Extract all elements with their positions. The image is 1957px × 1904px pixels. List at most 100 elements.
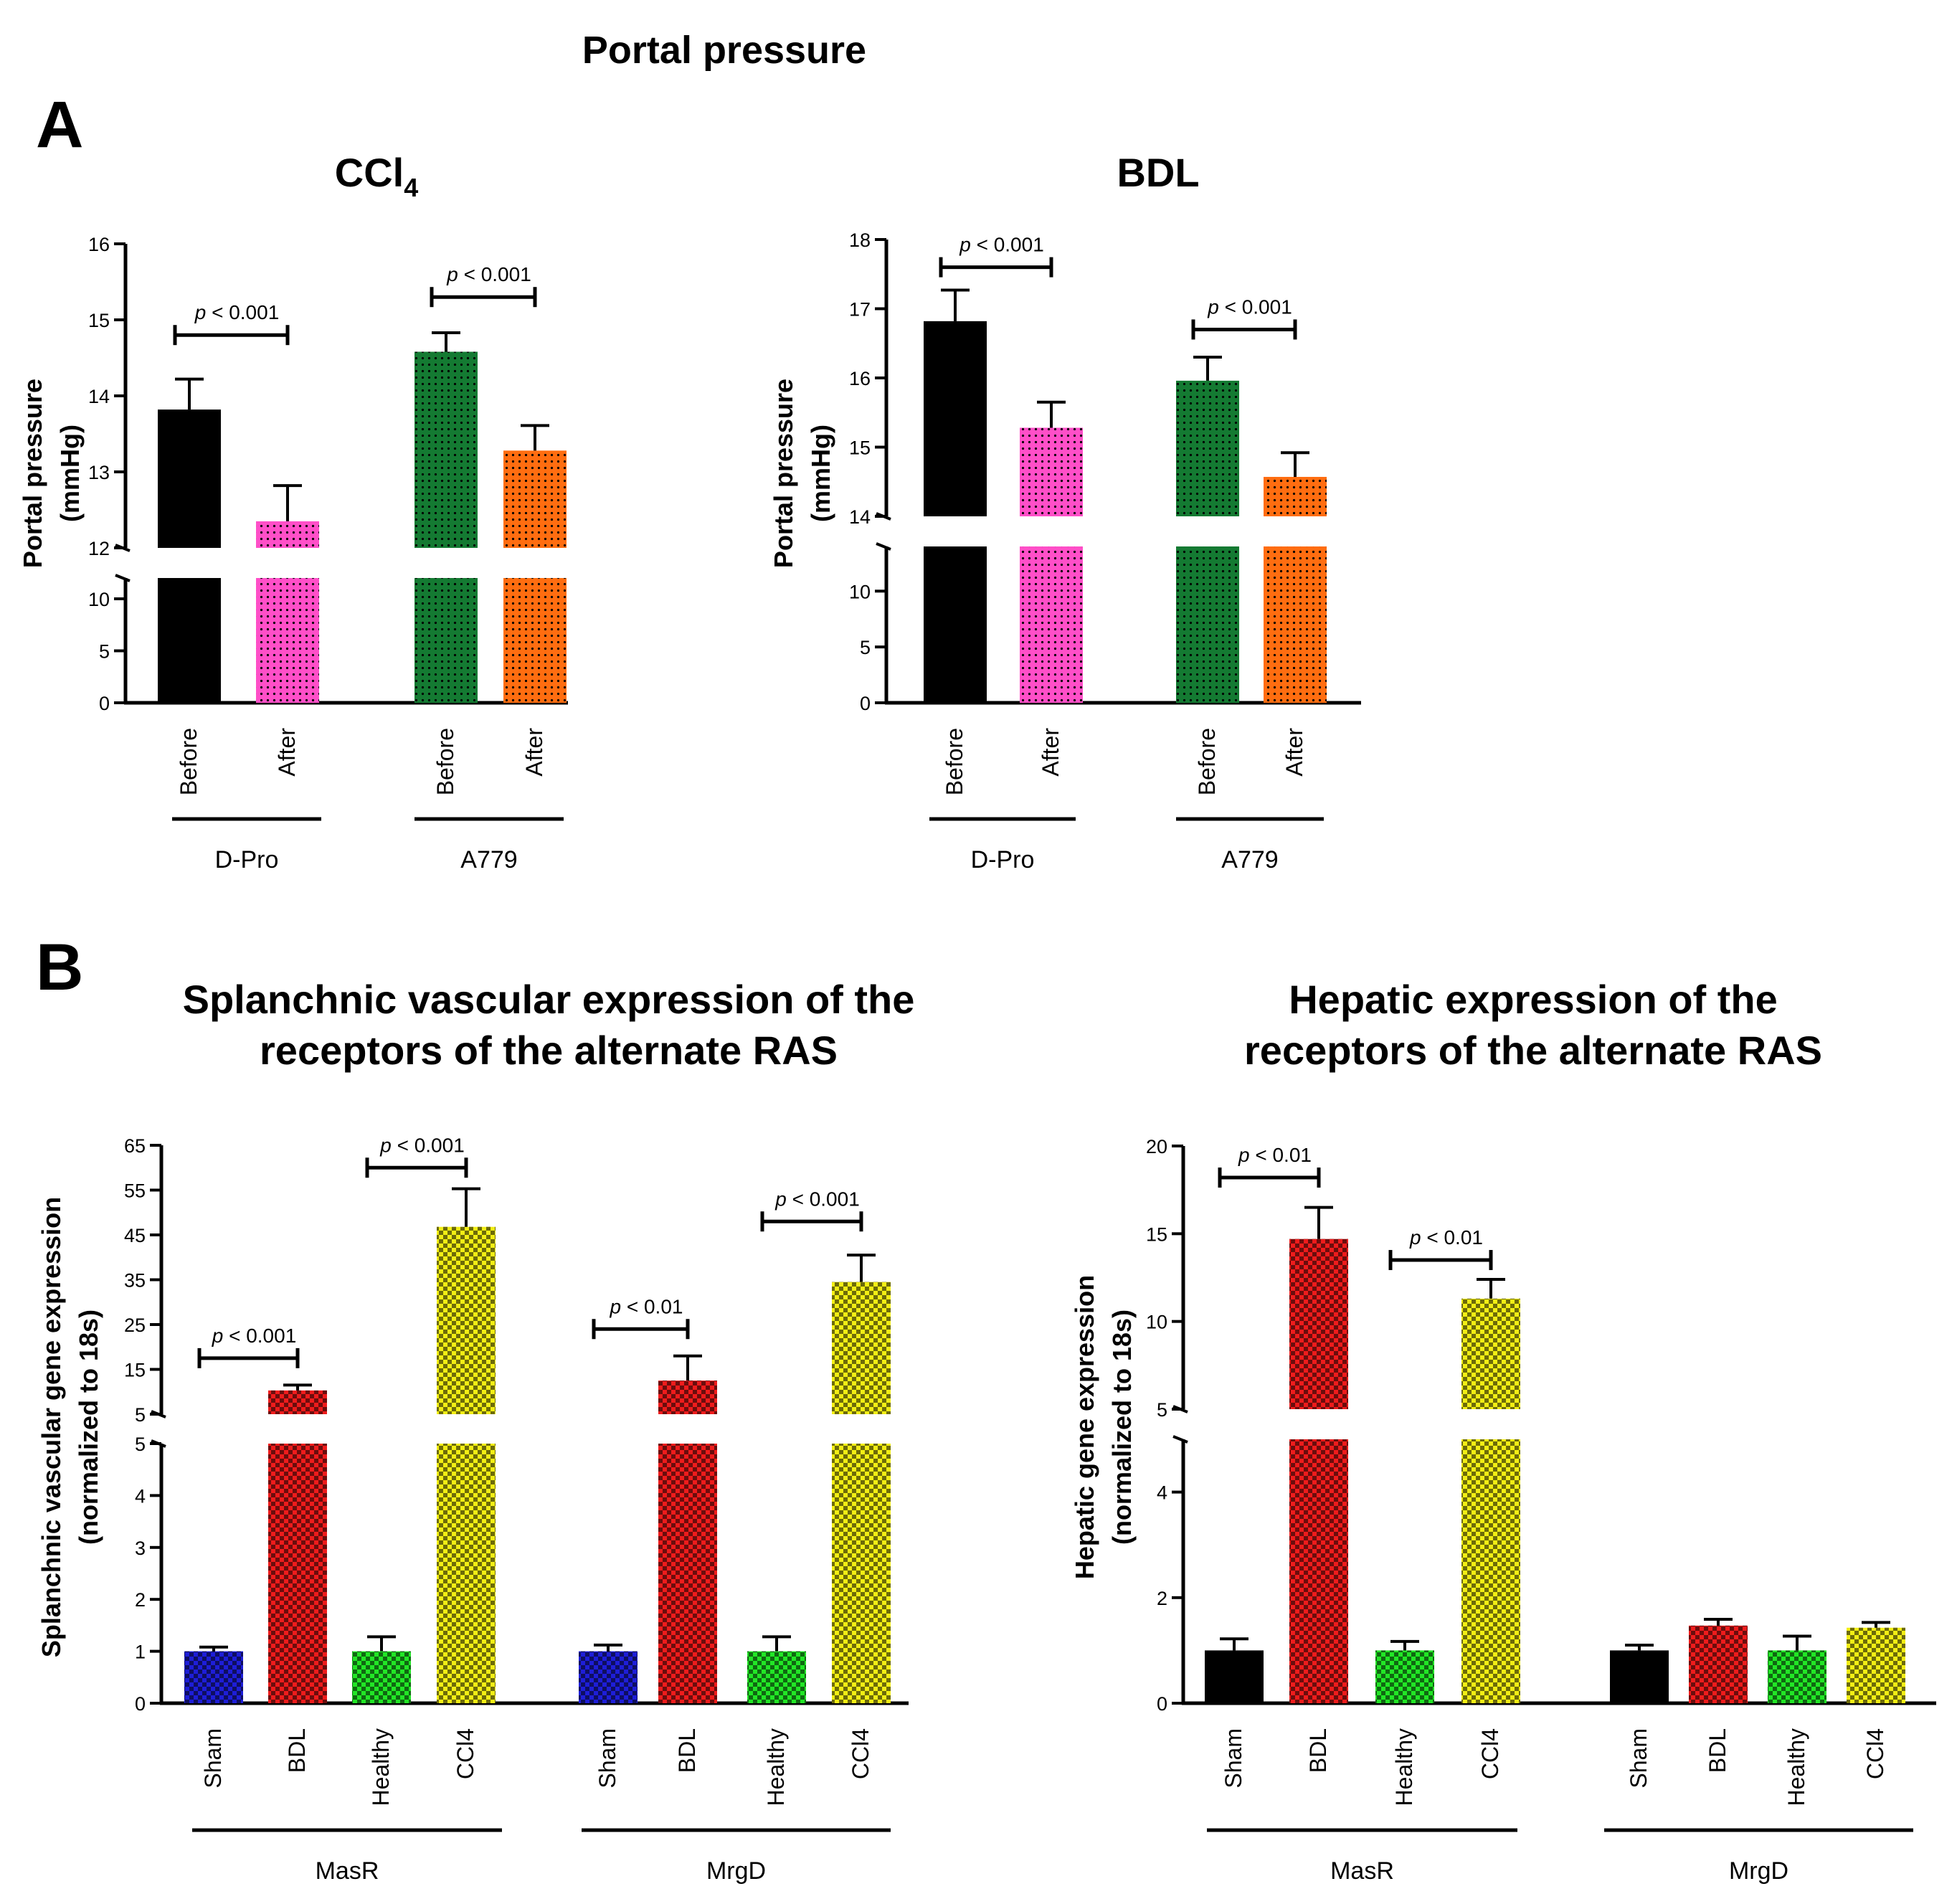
bar-lower-segment: [924, 546, 987, 703]
bar-upper-texture: [658, 1380, 717, 1414]
chart-title-ccl4-subscript: 4: [404, 173, 418, 202]
bar-after-1: [256, 484, 319, 703]
x-tick-label: After: [274, 728, 300, 777]
bar-lower-texture: [747, 1651, 806, 1703]
axis-break-mark: [1172, 1435, 1188, 1444]
bar-healthy-6: [747, 1635, 806, 1703]
significance-p-symbol: p: [379, 1134, 392, 1156]
bar-lower-texture: [437, 1444, 496, 1703]
y-tick-label: 5: [135, 1434, 146, 1455]
bar-upper-texture: [1289, 1238, 1348, 1409]
y-tick-label: 14: [849, 506, 871, 528]
bar-healthy-6: [1768, 1634, 1826, 1703]
y-tick-label: 15: [1146, 1223, 1167, 1245]
bar-lower-texture: [658, 1444, 717, 1703]
significance-label: p < 0.01: [610, 1295, 683, 1317]
group-label: MasR: [316, 1857, 379, 1885]
y-tick-label: 0: [99, 693, 110, 714]
chart-title-ccl4-main: CCl: [335, 150, 404, 195]
x-tick-label: BDL: [1705, 1728, 1730, 1773]
bar-sham-4: [579, 1643, 638, 1703]
bar-lower-texture: [1020, 546, 1083, 703]
chart-title-splanchnic-line-1: Splanchnic vascular expression of the: [183, 977, 915, 1022]
x-tick-label: Before: [942, 728, 967, 795]
y-tick-label: 0: [860, 693, 871, 714]
bar-upper-texture: [832, 1282, 891, 1414]
y-axis-label: Portal pressure: [769, 379, 798, 568]
y-tick-label: 5: [99, 641, 110, 663]
bar-lower-texture: [352, 1651, 411, 1703]
bar-bdl-1: [1289, 1206, 1348, 1703]
bar-upper-texture: [1264, 476, 1327, 516]
bar-upper-texture: [256, 521, 319, 548]
y-tick-label: 4: [1157, 1482, 1167, 1504]
y-tick-label: 25: [124, 1315, 146, 1336]
significance-p-value: < 0.001: [458, 263, 531, 285]
y-tick-label: 10: [88, 589, 110, 610]
significance-label: p < 0.001: [446, 263, 531, 285]
x-tick-label: CCl4: [1862, 1728, 1888, 1779]
bar-before-0: [158, 377, 221, 703]
bar-sham-4: [1610, 1644, 1669, 1703]
y-tick-label: 10: [1146, 1312, 1167, 1333]
bar-lower-texture: [1689, 1625, 1748, 1703]
y-tick-label: 15: [88, 310, 110, 331]
axis-break-mark: [115, 574, 131, 582]
bar-lower-texture: [268, 1444, 327, 1703]
bar-before-0: [924, 288, 987, 703]
bar-after-3: [1264, 451, 1327, 703]
bar-lower-texture: [256, 578, 319, 703]
x-tick-label: Before: [432, 728, 458, 795]
group-label: MrgD: [706, 1857, 766, 1885]
bar-lower-texture: [832, 1444, 891, 1703]
bar-lower-texture: [1768, 1650, 1826, 1703]
x-tick-label: Healthy: [763, 1728, 789, 1806]
chart-title-hepatic-line-2: receptors of the alternate RAS: [1244, 1028, 1822, 1073]
bar-ccl4-7: [832, 1254, 891, 1703]
significance-label: p < 0.01: [1238, 1144, 1312, 1166]
significance-label: p < 0.001: [774, 1188, 860, 1210]
significance-p-value: < 0.01: [1250, 1144, 1312, 1166]
x-tick-label: Sham: [1626, 1728, 1652, 1789]
y-tick-label: 5: [1157, 1399, 1167, 1421]
chart-title-splanchnic-line-2: receptors of the alternate RAS: [260, 1028, 838, 1073]
bar-healthy-2: [352, 1635, 411, 1703]
bar-upper-texture: [1461, 1298, 1520, 1409]
significance-p-value: < 0.001: [971, 234, 1044, 256]
x-tick-label: After: [521, 728, 547, 777]
y-tick-label: 20: [1146, 1136, 1167, 1157]
significance-p-symbol: p: [212, 1325, 224, 1347]
x-tick-label: After: [1038, 728, 1063, 777]
bar-lower-texture: [1375, 1650, 1434, 1703]
bar-after-1: [1020, 400, 1083, 703]
x-tick-label: Sham: [200, 1728, 226, 1789]
y-tick-label: 13: [88, 462, 110, 483]
significance-p-symbol: p: [959, 234, 971, 256]
x-tick-label: Before: [176, 728, 202, 795]
y-tick-label: 45: [124, 1225, 146, 1246]
group-label: MrgD: [1729, 1857, 1788, 1885]
bar-lower-texture: [503, 578, 567, 703]
y-tick-label: 17: [849, 299, 871, 321]
bar-lower-texture: [1847, 1627, 1905, 1703]
bar-lower-texture: [1176, 546, 1239, 703]
bar-lower-segment: [1610, 1650, 1669, 1703]
y-tick-label: 35: [124, 1270, 146, 1292]
significance-p-value: < 0.001: [206, 301, 279, 323]
bar-lower-texture: [184, 1651, 243, 1703]
x-tick-label: CCl4: [1477, 1728, 1503, 1779]
group-label: D-Pro: [971, 846, 1035, 873]
x-tick-label: BDL: [1305, 1728, 1331, 1773]
panel-letter-a: A: [36, 88, 83, 161]
chart-title-hepatic-line-1: Hepatic expression of the: [1289, 977, 1778, 1022]
x-tick-label: Before: [1194, 728, 1220, 795]
y-tick-label: 18: [849, 229, 871, 251]
x-tick-label: Sham: [1221, 1728, 1246, 1789]
y-tick-label: 0: [135, 1693, 146, 1715]
significance-label: p < 0.001: [212, 1325, 297, 1347]
y-axis-label: (mmHg): [806, 425, 835, 522]
significance-p-value: < 0.001: [392, 1134, 465, 1156]
bar-before-2: [1176, 356, 1239, 703]
